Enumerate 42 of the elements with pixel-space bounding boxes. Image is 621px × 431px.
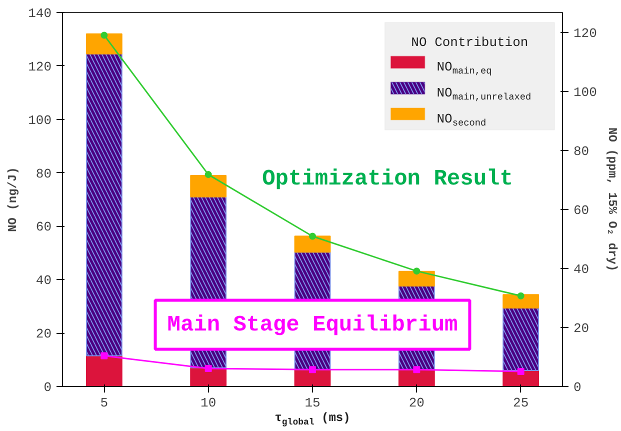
y-tick-label: 120	[28, 59, 52, 74]
x-tick-label: 20	[408, 396, 424, 410]
y-tick-label: 40	[36, 273, 52, 288]
point	[100, 352, 108, 360]
point	[204, 171, 212, 178]
x-tick-label: 25	[513, 396, 529, 410]
bar	[86, 33, 122, 54]
y2-tick-label: 60	[574, 202, 590, 218]
y2-tick-label: 20	[574, 320, 590, 336]
y-tick-label: 20	[36, 326, 52, 342]
y2-tick-label: 120	[574, 26, 597, 41]
bar	[502, 294, 540, 308]
bar	[86, 355, 122, 386]
legend-title: NO Contribution	[411, 34, 528, 50]
y-tick-label: 100	[28, 112, 52, 128]
bar	[190, 174, 227, 198]
y2-tick-label: 0	[574, 380, 582, 395]
y-tick-label: 60	[36, 220, 52, 235]
x-tick-label: 5	[100, 396, 108, 410]
bar	[294, 236, 331, 253]
point	[413, 268, 420, 275]
point	[204, 364, 212, 372]
x-axis-title: τ$_{global}$ (ms)	[274, 410, 352, 430]
annotation: Optimization Result	[262, 166, 513, 192]
bar	[398, 270, 435, 287]
y-tick-label: 80	[36, 166, 52, 182]
point	[309, 232, 316, 240]
x-tick-label: 15	[304, 396, 320, 410]
annotation: Main Stage Equilibrium	[167, 312, 458, 338]
point	[413, 366, 420, 374]
y2-tick-label: 80	[574, 144, 590, 159]
y-tick-label: 0	[44, 380, 52, 395]
x-tick-label: 10	[200, 396, 216, 410]
point	[309, 366, 316, 374]
y2-tick-label: 40	[574, 262, 590, 277]
point	[517, 292, 524, 300]
y2-axis-title: NO (ppm, 15% O₂ dry)	[604, 127, 619, 272]
point	[100, 32, 108, 39]
point	[517, 368, 524, 375]
y2-tick-label: 100	[574, 84, 597, 100]
y-tick-label: 140	[28, 6, 52, 21]
y-axis-title: NO (ng/J)	[6, 167, 20, 232]
